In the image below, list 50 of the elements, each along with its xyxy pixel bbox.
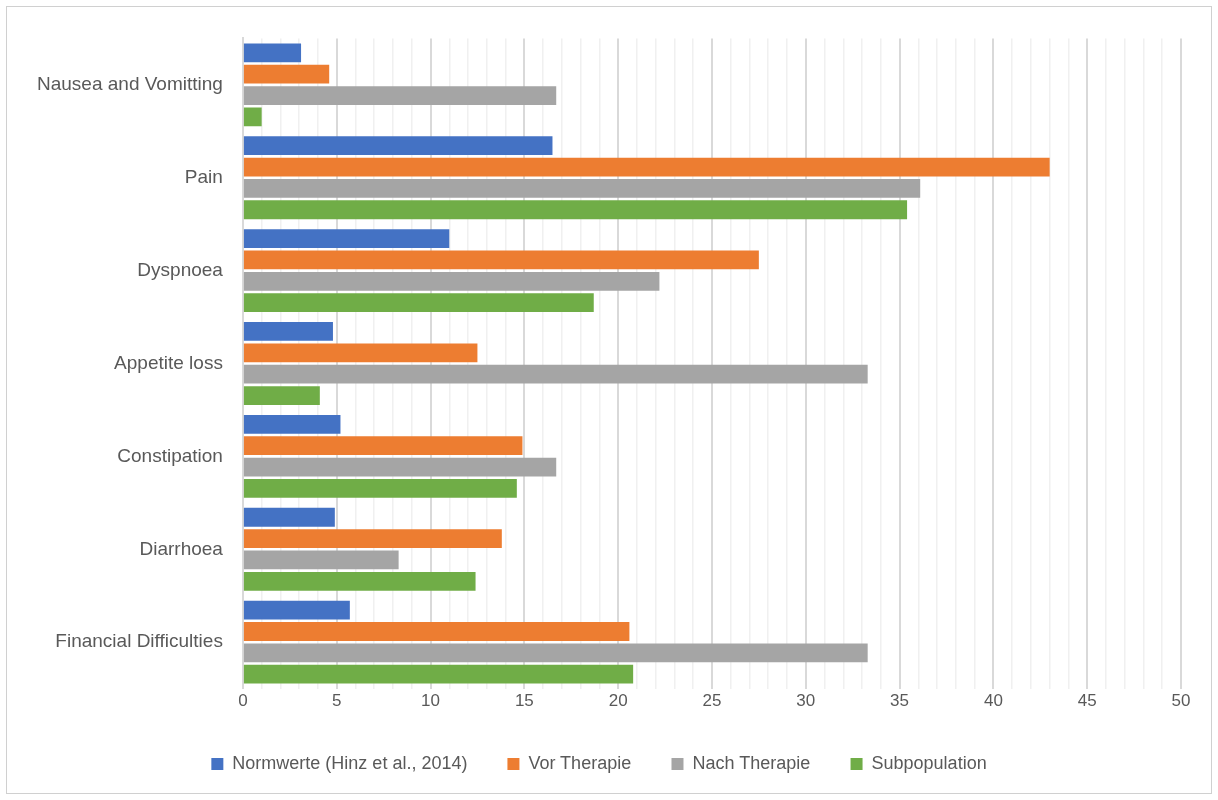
x-tick-label: 30 — [796, 691, 816, 711]
bar — [243, 157, 1050, 177]
bar — [243, 343, 478, 363]
bar — [243, 200, 908, 220]
bar — [243, 457, 557, 477]
bar — [243, 43, 302, 63]
y-tick-label: Dyspnoea — [137, 258, 224, 280]
bar — [243, 479, 517, 498]
bar — [243, 364, 868, 384]
bar — [243, 386, 320, 405]
bar — [243, 229, 450, 248]
x-tick-label: 10 — [421, 691, 440, 711]
bar — [243, 414, 341, 434]
bar — [243, 529, 502, 548]
bar — [243, 322, 333, 341]
bar — [243, 600, 350, 620]
y-tick-label: Pain — [184, 165, 223, 187]
bar — [243, 436, 523, 456]
bar — [243, 250, 759, 270]
bar — [243, 507, 335, 527]
x-tick-label: 50 — [1171, 691, 1191, 711]
x-tick-label: 5 — [331, 691, 342, 711]
bar — [243, 293, 594, 313]
bar — [243, 86, 557, 105]
legend-label: Vor Therapie — [528, 752, 632, 773]
bar — [243, 179, 921, 198]
y-tick-label: Nausea and Vomitting — [36, 73, 223, 95]
x-tick-label: 35 — [890, 691, 910, 711]
x-tick-label: 40 — [983, 691, 1003, 711]
bar — [243, 271, 660, 291]
bar — [243, 664, 634, 684]
bar — [243, 136, 553, 156]
bar — [243, 643, 868, 663]
legend-label: Nach Therapie — [692, 752, 811, 773]
y-tick-label: Financial Difficulties — [55, 630, 223, 652]
legend-label: Normwerte (Hinz et al., 2014) — [232, 752, 468, 773]
x-tick-label: 0 — [238, 691, 248, 711]
x-tick-label: 45 — [1077, 691, 1097, 711]
bar — [243, 107, 262, 127]
x-tick-label: 25 — [702, 691, 722, 711]
legend-label: Subpopulation — [871, 752, 987, 773]
y-tick-label: Appetite loss — [114, 351, 223, 373]
bar — [243, 571, 476, 591]
y-tick-label: Constipation — [117, 444, 223, 466]
y-tick-label: Diarrhoea — [139, 537, 224, 559]
x-tick-label: 15 — [514, 691, 534, 711]
bar — [243, 64, 330, 84]
bar — [243, 622, 630, 641]
bar — [243, 550, 399, 570]
x-tick-label: 20 — [608, 691, 628, 711]
